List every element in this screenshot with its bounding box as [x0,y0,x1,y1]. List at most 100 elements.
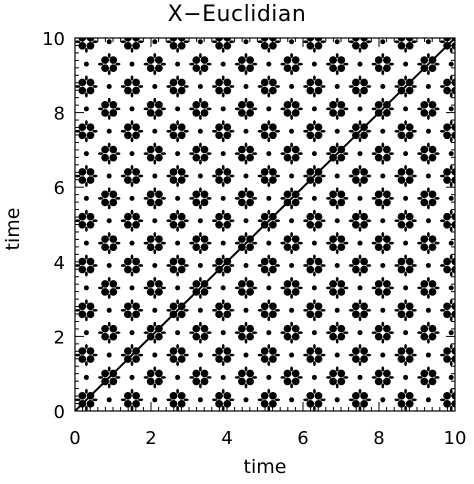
recurrence-lobe [269,41,277,50]
recurrence-arm [199,321,202,327]
recurrence-cluster [463,187,474,209]
recurrence-cluster [98,411,120,433]
recurrence-lobe [246,243,254,251]
recurrence-lobe [132,310,140,319]
recurrence-arm [440,308,446,312]
recurrence-arm [183,129,189,133]
recurrence-lobe [466,235,474,243]
recurrence-dot [220,151,226,157]
recurrence-arm [130,361,134,367]
recurrence-lobe [374,56,383,64]
recurrence-cluster [166,120,189,143]
recurrence-arm [434,286,440,290]
recurrence-lobe [169,355,178,363]
recurrence-arm [70,18,75,21]
recurrence-lobe [124,391,132,400]
recurrence-arm [434,376,440,379]
recurrence-lobe [238,324,246,333]
recurrence-lobe [405,168,414,176]
recurrence-lobe [314,355,323,363]
recurrence-arm [280,331,286,335]
recurrence-cluster [303,344,326,367]
recurrence-lobe [146,198,155,207]
recurrence-lobe [109,109,118,117]
recurrence-dot [266,106,272,112]
recurrence-arm [381,293,385,299]
recurrence-arm [245,25,248,30]
recurrence-dot [357,374,363,380]
recurrence-cluster [326,411,348,433]
recurrence-dot [357,151,363,157]
recurrence-lobe [306,123,315,132]
recurrence-cluster [417,142,440,165]
recurrence-arm [108,25,111,30]
recurrence-arm [189,331,195,335]
recurrence-dot [197,307,203,313]
recurrence-arm [252,286,258,290]
recurrence-lobe [201,422,209,430]
recurrence-lobe [292,414,300,422]
recurrence-lobe [155,414,163,422]
recurrence-lobe [269,168,277,176]
recurrence-dot [61,308,66,313]
recurrence-lobe [420,280,429,288]
recurrence-arm [85,361,88,367]
recurrence-arm [85,92,88,98]
recurrence-lobe [109,243,118,251]
recurrence-arm [166,85,172,88]
recurrence-lobe [223,391,232,400]
recurrence-arm [404,405,407,411]
recurrence-arm [62,383,65,388]
recurrence-arm [434,241,440,245]
recurrence-arm [388,152,394,155]
recurrence-lobe [329,324,337,333]
recurrence-lobe [306,302,315,311]
recurrence-arm [234,286,240,290]
recurrence-arm [320,308,326,312]
recurrence-arm [75,219,81,223]
recurrence-arm [313,182,316,187]
x-tick-label: 0 [69,428,80,449]
recurrence-cluster [166,388,189,411]
recurrence-arm [131,3,134,8]
recurrence-arm [199,187,202,193]
recurrence-arm [189,241,195,245]
recurrence-arm [52,242,57,245]
recurrence-dot [152,218,158,224]
recurrence-dot [83,151,89,157]
recurrence-arm [358,344,362,350]
recurrence-arm [303,174,309,178]
recurrence-lobe [291,332,300,341]
recurrence-arm [297,197,303,200]
recurrence-lobe [192,414,200,422]
recurrence-cluster [257,254,280,277]
recurrence-arm [320,40,326,44]
recurrence-arm [335,159,339,165]
recurrence-arm [130,209,134,215]
recurrence-cluster [303,299,326,322]
recurrence-arm [388,376,394,379]
recurrence-lobe [86,212,95,221]
recurrence-lobe [215,0,223,5]
recurrence-arm [189,107,195,111]
recurrence-arm [62,294,65,299]
recurrence-dot [106,397,112,403]
recurrence-lobe [155,369,163,378]
recurrence-arm [92,219,98,223]
recurrence-arm [343,241,349,245]
recurrence-arm [404,209,407,215]
recurrence-arm [257,174,263,178]
recurrence-arm [144,421,149,424]
recurrence-lobe [283,377,292,386]
recurrence-arm [108,8,111,13]
recurrence-arm [244,187,248,193]
recurrence-arm [404,226,407,232]
recurrence-lobe [200,332,209,341]
recurrence-lobe [169,123,178,132]
recurrence-cluster [212,388,235,411]
recurrence-arm [176,405,179,411]
recurrence-arm [107,97,111,103]
recurrence-arm [85,47,88,53]
recurrence-arm [206,62,212,66]
recurrence-lobe [383,190,391,199]
